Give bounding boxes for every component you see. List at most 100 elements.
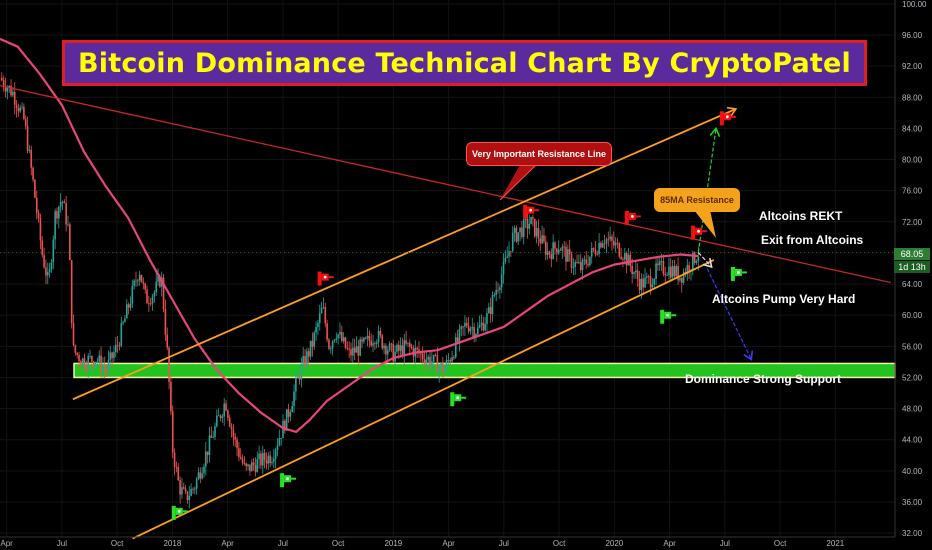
- candle-body: [12, 91, 14, 96]
- candle-body: [247, 464, 249, 467]
- candle-body: [388, 343, 391, 351]
- candle-body: [197, 472, 200, 480]
- candle-body: [583, 259, 586, 261]
- candle-body: [137, 280, 139, 282]
- candle-body: [425, 359, 428, 364]
- candle-body: [370, 340, 373, 346]
- candle-body: [581, 259, 584, 271]
- candle-body: [585, 259, 588, 264]
- candle-body: [618, 243, 621, 257]
- candle-body: [543, 235, 545, 242]
- y-tick-label: 40.00: [902, 467, 923, 476]
- candle-body: [50, 262, 53, 270]
- candle-body: [339, 332, 341, 335]
- sma-callout: 85MA Resistance: [654, 188, 740, 212]
- candle-body: [39, 218, 42, 241]
- candle-body: [118, 345, 121, 347]
- candle-body: [454, 337, 457, 358]
- candle-body: [521, 227, 523, 238]
- candle-body: [92, 361, 95, 366]
- candle-body: [598, 242, 600, 255]
- candle-body: [26, 125, 29, 151]
- candle-body: [668, 266, 670, 276]
- candle-body: [24, 118, 27, 126]
- candle-body: [296, 376, 299, 379]
- candle-body: [148, 303, 150, 305]
- candle-body: [658, 261, 661, 266]
- candle-body: [364, 337, 367, 339]
- candle-body: [300, 363, 303, 380]
- candle-body: [396, 344, 398, 352]
- candle-body: [379, 330, 382, 336]
- candle-body: [660, 261, 663, 262]
- candle-body: [548, 251, 551, 255]
- candle-body: [405, 340, 407, 344]
- candle-body: [254, 465, 257, 472]
- candle-body: [407, 342, 409, 344]
- candle-body: [205, 451, 207, 467]
- candle-body: [664, 273, 667, 276]
- candle-body: [76, 352, 78, 355]
- candle-body: [245, 463, 248, 467]
- candle-body: [177, 467, 180, 481]
- candle-body: [600, 242, 602, 248]
- candle-body: [6, 87, 9, 92]
- candle-body: [567, 249, 569, 262]
- candle-body: [318, 313, 321, 323]
- candle-body: [443, 368, 446, 373]
- candle-body: [363, 337, 365, 342]
- candle-body: [578, 262, 580, 263]
- candle-body: [651, 284, 654, 288]
- x-tick-label: Oct: [111, 539, 124, 548]
- candle-body: [366, 335, 369, 339]
- candle-body: [184, 488, 187, 492]
- candle-body: [241, 458, 244, 464]
- candle-body: [201, 473, 203, 479]
- candle-body: [462, 326, 464, 328]
- candle-body: [590, 248, 593, 257]
- candle-body: [497, 290, 499, 291]
- candle-body: [37, 212, 40, 219]
- projection-arrow: [706, 268, 752, 360]
- candle-body: [133, 280, 135, 286]
- candle-body: [335, 338, 338, 340]
- candle-body: [629, 254, 632, 266]
- candle-body: [153, 292, 156, 297]
- candle-body: [74, 345, 77, 353]
- candle-body: [320, 307, 323, 314]
- x-tick-label: 2019: [384, 539, 402, 548]
- moving-average-line: [0, 37, 699, 434]
- x-axis: Apr Jul Oct 2018 Apr Jul Oct 2019 Apr Jul Oct 2020 A…: [0, 539, 844, 548]
- candle-body: [383, 345, 385, 349]
- candle-body: [350, 349, 352, 356]
- candle-body: [135, 280, 137, 282]
- y-tick-label: 56.00: [902, 342, 923, 351]
- candle-body: [210, 435, 213, 438]
- candle-body: [556, 248, 558, 254]
- candle-body: [109, 352, 112, 360]
- candle-body: [620, 256, 622, 259]
- projection-arrow: [697, 252, 713, 268]
- candle-body: [697, 256, 700, 262]
- candle-body: [63, 201, 66, 204]
- candle-body: [65, 203, 67, 225]
- candle-body: [214, 426, 216, 437]
- candle-body: [342, 337, 345, 342]
- candle-body: [357, 346, 360, 356]
- candle-body: [442, 363, 444, 373]
- candle-body: [646, 276, 648, 278]
- candle-body: [385, 345, 387, 355]
- candle-body: [217, 415, 220, 417]
- x-tick-label: 2021: [826, 539, 844, 548]
- candle-body: [561, 246, 564, 251]
- candle-body: [43, 255, 45, 268]
- candle-body: [69, 224, 71, 261]
- red-flag-icon: [523, 204, 540, 219]
- x-tick-label: Apr: [221, 539, 234, 548]
- candle-body: [328, 339, 330, 349]
- x-tick-label: Oct: [553, 539, 566, 548]
- candle-body: [212, 436, 214, 438]
- candle-body: [10, 85, 12, 96]
- candle-body: [67, 224, 69, 226]
- candle-body: [647, 276, 650, 278]
